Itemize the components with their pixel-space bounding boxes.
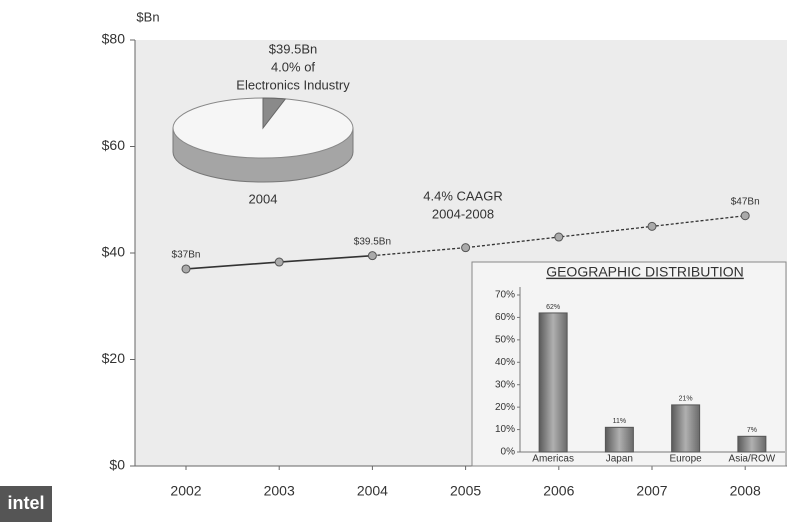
inset-title: GEOGRAPHIC DISTRIBUTION [546, 264, 744, 280]
point [648, 222, 656, 230]
growth-annotation: 4.4% CAAGR [423, 188, 502, 203]
x-tick-label: 2004 [357, 483, 388, 499]
inset-x-tick-label: Americas [532, 454, 574, 465]
inset-y-tick-label: 10% [495, 424, 515, 435]
inset-data-label: 7% [747, 427, 757, 434]
inset-y-tick-label: 70% [495, 290, 515, 301]
point [462, 244, 470, 252]
inset-bar [672, 405, 700, 452]
logo: intel [7, 493, 44, 513]
point [275, 258, 283, 266]
x-tick-label: 2006 [543, 483, 574, 499]
inset-data-label: 21% [679, 396, 693, 403]
x-tick-label: 2002 [170, 483, 201, 499]
point [741, 212, 749, 220]
data-label: $39.5Bn [354, 236, 391, 247]
inset-y-tick-label: 0% [501, 447, 516, 458]
point [182, 265, 190, 273]
x-tick-label: 2003 [264, 483, 295, 499]
y-tick-label: $20 [102, 350, 126, 366]
inset-y-tick-label: 40% [495, 357, 515, 368]
y-tick-label: $60 [102, 137, 126, 153]
pie-annotation: $39.5Bn [269, 41, 317, 56]
y-axis-label: $Bn [136, 9, 159, 24]
data-label: $37Bn [172, 250, 201, 261]
inset-bar [539, 313, 567, 452]
chart: $Bn intel $0 $20 $40 $60 $80 2002 2003 2004 2005… [0, 0, 787, 528]
inset-bar [605, 427, 633, 452]
inset-data-label: 62% [546, 304, 560, 311]
inset-x-tick-label: Japan [606, 454, 633, 465]
inset-x-tick-label: Asia/ROW [729, 454, 776, 465]
y-tick-label: $80 [102, 31, 126, 47]
point [368, 252, 376, 260]
inset-y-tick-label: 20% [495, 402, 515, 413]
y-tick-label: $0 [109, 457, 125, 473]
inset-x-tick-label: Europe [670, 454, 703, 465]
data-label: $47Bn [731, 196, 760, 207]
x-tick-label: 2007 [636, 483, 667, 499]
inset-y-tick-label: 60% [495, 312, 515, 323]
point [555, 233, 563, 241]
growth-annotation: 2004-2008 [432, 206, 494, 221]
pie-label: 2004 [249, 191, 278, 206]
inset-y-tick-label: 50% [495, 334, 515, 345]
inset-y-tick-label: 30% [495, 379, 515, 390]
pie-annotation: 4.0% of [271, 59, 315, 74]
pie-annotation: Electronics Industry [236, 77, 350, 92]
inset-bar [738, 436, 766, 452]
y-tick-label: $40 [102, 244, 126, 260]
inset-data-label: 11% [613, 418, 627, 425]
x-tick-label: 2008 [730, 483, 761, 499]
x-tick-label: 2005 [450, 483, 481, 499]
